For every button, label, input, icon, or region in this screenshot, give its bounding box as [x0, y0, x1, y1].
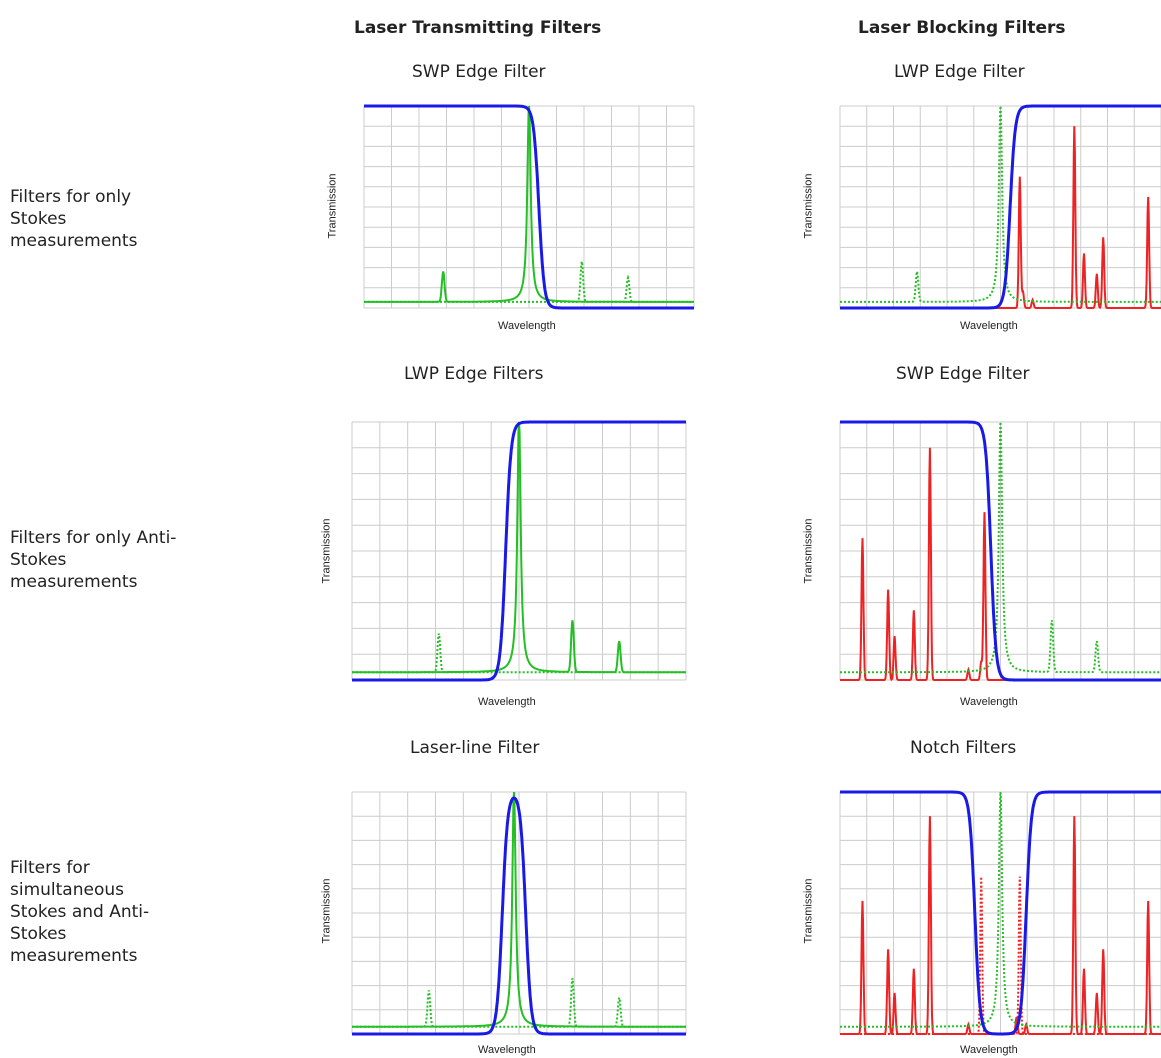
- laser-signal-curve: [352, 791, 686, 1028]
- row-label-anti-stokes: Filters for only Anti- Stokes measuremen…: [10, 528, 177, 592]
- blocked-signal-curve: [840, 105, 1161, 303]
- plot-notch: [839, 790, 1161, 1036]
- panel-title-swp-2: SWP Edge Filter: [896, 364, 1030, 384]
- y-axis-label: Transmission: [320, 878, 333, 944]
- column-header-transmitting: Laser Transmitting Filters: [354, 18, 602, 38]
- filter-transmission-curve: [840, 104, 1161, 310]
- x-axis-label: Wavelength: [478, 1044, 536, 1056]
- y-axis-label: Transmission: [802, 878, 815, 944]
- panel-title-swp-1: SWP Edge Filter: [412, 62, 546, 82]
- filter-transmission-curve: [352, 796, 686, 1036]
- filter-transmission-curve: [364, 104, 694, 310]
- y-axis-label: Transmission: [326, 173, 339, 239]
- y-axis-label: Transmission: [802, 518, 815, 584]
- filter-transmission-curve: [840, 790, 1161, 1036]
- laser-signal-curve: [352, 421, 686, 674]
- column-header-blocking: Laser Blocking Filters: [858, 18, 1066, 38]
- blocked-signal-curve: [352, 633, 686, 674]
- row-label-stokes: Filters for only Stokes measurements: [10, 187, 138, 251]
- plot-laser-line: [351, 791, 687, 1036]
- blocked-signal-curve: [840, 791, 1161, 1028]
- plot-swp-edge-transmitting: [363, 104, 695, 310]
- y-axis-label: Transmission: [802, 173, 815, 239]
- x-axis-label: Wavelength: [498, 320, 556, 332]
- panel-title-lwp-1: LWP Edge Filter: [894, 62, 1025, 82]
- panel-title-lwp-2: LWP Edge Filters: [404, 364, 544, 384]
- row-label-simultaneous: Filters for simultaneous Stokes and Anti…: [10, 858, 150, 966]
- x-axis-label: Wavelength: [478, 696, 536, 708]
- x-axis-label: Wavelength: [960, 696, 1018, 708]
- plot-swp-edge-blocking: [839, 420, 1161, 682]
- y-axis-label: Transmission: [320, 518, 333, 584]
- x-axis-label: Wavelength: [960, 1044, 1018, 1056]
- x-axis-label: Wavelength: [960, 320, 1018, 332]
- filter-transmission-curve: [840, 420, 1161, 682]
- plot-lwp-edge-transmitting: [351, 420, 687, 682]
- blocked-signal-curve: [364, 261, 694, 303]
- plot-lwp-edge-blocking: [839, 104, 1161, 310]
- filter-transmission-curve: [352, 420, 686, 682]
- panel-title-laser-line: Laser-line Filter: [410, 738, 540, 758]
- panel-title-notch: Notch Filters: [910, 738, 1017, 758]
- blocked-signal-curve: [840, 421, 1161, 674]
